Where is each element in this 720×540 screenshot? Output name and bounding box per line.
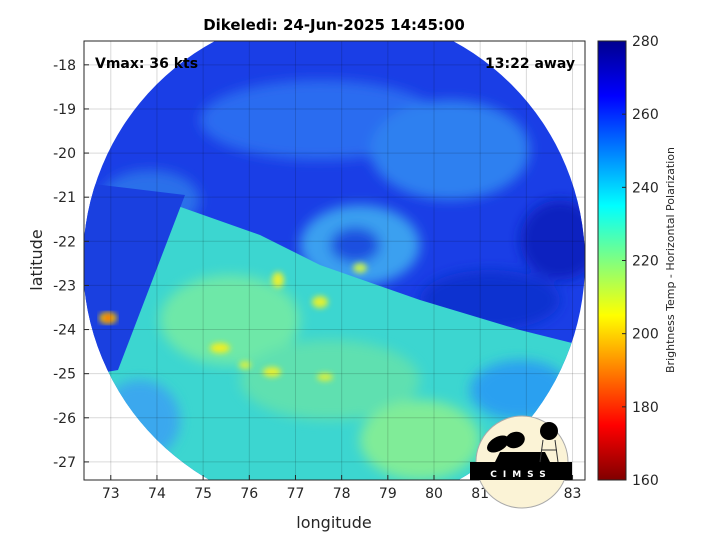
y-tick-label: -26 xyxy=(53,411,76,427)
y-tick-label: -22 xyxy=(53,234,76,250)
y-tick-label: -23 xyxy=(53,278,76,294)
x-tick-label: 74 xyxy=(148,486,166,502)
colorbar-label: Brightness Temp - Horizontal Polarizatio… xyxy=(664,147,677,373)
y-axis: -18 -19 -20 -21 -22 -23 -24 -25 -26 -27 xyxy=(53,58,89,471)
x-axis-label: longitude xyxy=(296,513,371,532)
y-tick-label: -27 xyxy=(53,455,76,471)
x-tick-label: 81 xyxy=(471,486,489,502)
plot-title: Dikeledi: 24-Jun-2025 14:45:00 xyxy=(203,16,465,34)
x-tick-label: 79 xyxy=(379,486,397,502)
vmax-label: Vmax: 36 kts xyxy=(95,56,198,72)
plot-frame xyxy=(83,40,586,481)
y-tick-label: -18 xyxy=(53,58,76,74)
microwave-image xyxy=(84,41,585,480)
x-tick-label: 80 xyxy=(425,486,443,502)
colorbar-tick-label: 180 xyxy=(632,400,659,416)
colorbar-tick-label: 260 xyxy=(632,107,659,123)
grid-lines xyxy=(84,41,585,480)
y-tick-label: -25 xyxy=(53,367,76,383)
x-tick-label: 76 xyxy=(240,486,258,502)
y-tick-label: -19 xyxy=(53,102,76,118)
y-tick-label: -21 xyxy=(53,190,76,206)
colorbar-ticks: 160 180 200 220 240 260 280 xyxy=(622,34,659,489)
time-away-label: 13:22 away xyxy=(485,56,575,72)
colorbar-tick-label: 240 xyxy=(632,180,659,196)
colorbar-tick-label: 280 xyxy=(632,34,659,50)
y-axis-label: latitude xyxy=(27,229,46,290)
x-tick-label: 75 xyxy=(194,486,212,502)
colorbar xyxy=(597,40,627,481)
y-tick-label: -24 xyxy=(53,323,76,339)
x-tick-label: 77 xyxy=(287,486,305,502)
colorbar-tick-label: 160 xyxy=(632,473,659,489)
x-tick-label: 73 xyxy=(102,486,120,502)
x-tick-label: 83 xyxy=(564,486,582,502)
x-tick-label: 78 xyxy=(333,486,351,502)
y-tick-label: -20 xyxy=(53,146,76,162)
logo-text: CIMSS xyxy=(490,470,551,480)
colorbar-tick-label: 220 xyxy=(632,254,659,270)
cimss-logo: CIMSS xyxy=(470,415,572,509)
colorbar-tick-label: 200 xyxy=(632,327,659,343)
